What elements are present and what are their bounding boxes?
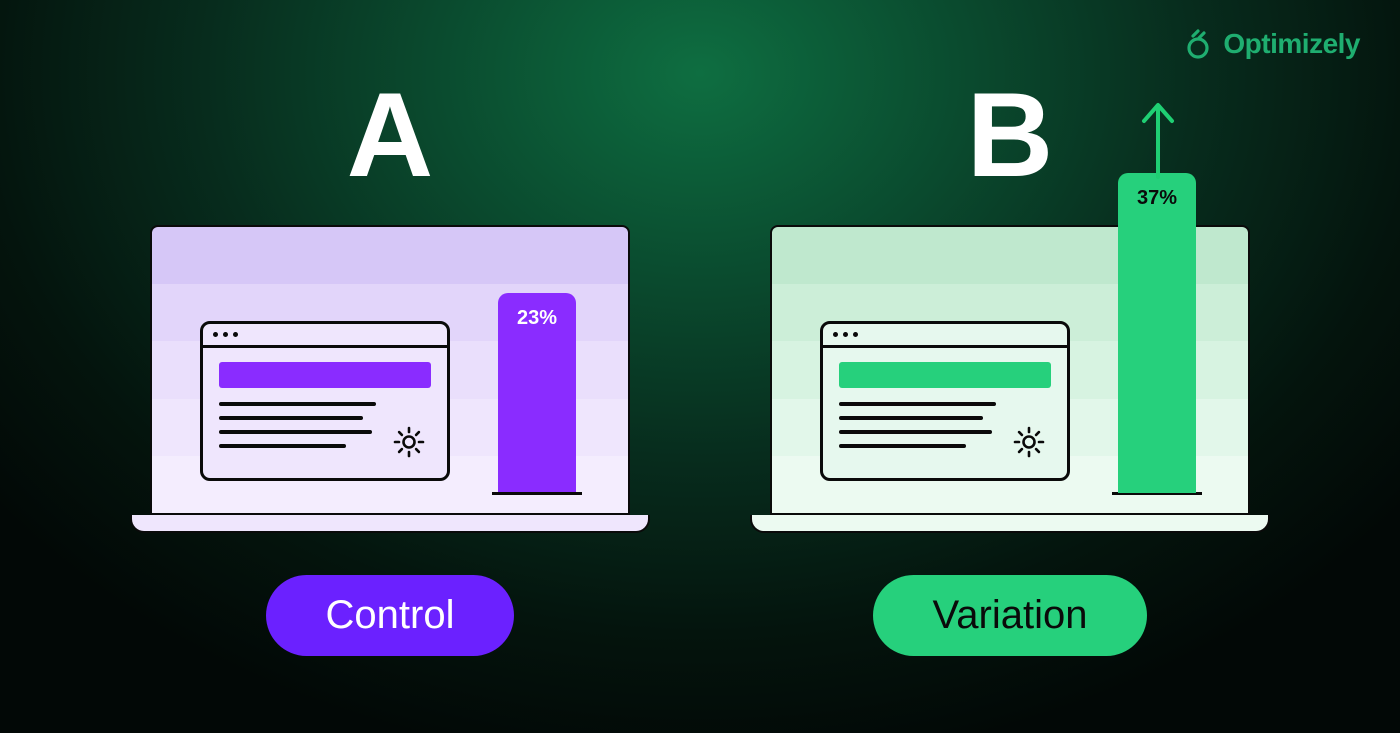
window-dot-icon xyxy=(833,332,838,337)
browser-window-b xyxy=(820,321,1070,481)
panel-letter-a: A xyxy=(347,75,434,195)
comparison-stage: A 23% xyxy=(0,0,1400,733)
text-line xyxy=(219,430,372,434)
browser-body-a xyxy=(203,348,447,478)
text-line xyxy=(839,444,966,448)
text-line xyxy=(839,430,992,434)
laptop-base-a xyxy=(130,515,650,533)
text-line xyxy=(219,416,363,420)
window-dot-icon xyxy=(853,332,858,337)
panel-letter-b: B xyxy=(967,75,1054,195)
browser-titlebar-b xyxy=(823,324,1067,348)
text-line xyxy=(219,444,346,448)
pill-text-a: Control xyxy=(326,593,455,637)
panel-variation: B 37% xyxy=(770,75,1250,656)
arrow-up-icon xyxy=(1136,95,1180,183)
browser-body-b xyxy=(823,348,1067,478)
label-pill-control: Control xyxy=(266,575,515,656)
conversion-bar-a: 23% xyxy=(498,293,576,493)
window-dot-icon xyxy=(843,332,848,337)
text-line xyxy=(839,416,983,420)
window-dot-icon xyxy=(223,332,228,337)
text-line xyxy=(219,402,376,406)
hero-bar-b xyxy=(839,362,1051,388)
conversion-bar-b: 37% xyxy=(1118,173,1196,493)
window-dot-icon xyxy=(233,332,238,337)
gear-icon xyxy=(389,422,429,462)
label-pill-variation: Variation xyxy=(873,575,1148,656)
laptop-base-b xyxy=(750,515,1270,533)
laptop-b: 37% xyxy=(770,225,1250,533)
bar-baseline-a xyxy=(492,492,582,495)
gear-icon xyxy=(1009,422,1049,462)
browser-window-a xyxy=(200,321,450,481)
pill-text-b: Variation xyxy=(933,593,1088,637)
bar-value-a: 23% xyxy=(517,307,557,493)
panel-control: A 23% xyxy=(150,75,630,656)
laptop-a: 23% xyxy=(150,225,630,533)
browser-titlebar-a xyxy=(203,324,447,348)
laptop-screen-a: 23% xyxy=(150,225,630,515)
laptop-screen-b: 37% xyxy=(770,225,1250,515)
hero-bar-a xyxy=(219,362,431,388)
window-dot-icon xyxy=(213,332,218,337)
text-line xyxy=(839,402,996,406)
bar-value-b: 37% xyxy=(1137,187,1177,493)
